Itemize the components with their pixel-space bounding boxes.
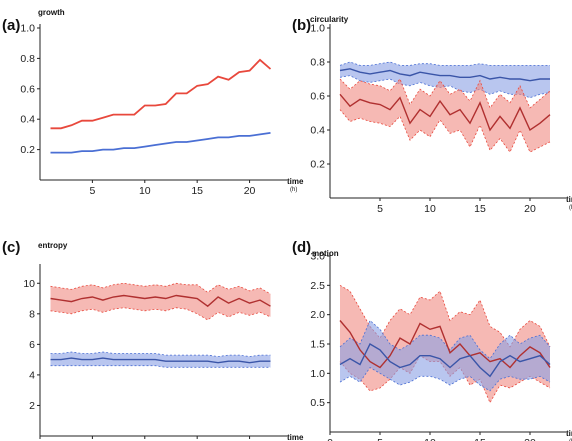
x-axis-unit: (h) xyxy=(569,439,572,441)
panel-label: (d) xyxy=(292,239,311,256)
y-tick-label: 0.4 xyxy=(310,125,325,137)
panel-b: 0.2 0.4 0.6 0.8 1.0 5 10 15 20 (b)circularity time… xyxy=(292,15,572,215)
band-blue xyxy=(340,320,550,391)
band-edge-lower-red xyxy=(339,109,551,153)
series-line-red xyxy=(339,93,551,132)
series-line-blue xyxy=(50,132,271,154)
band-edge-upper-blue xyxy=(339,319,551,360)
y-tick-label: 0.2 xyxy=(20,144,35,156)
series-line-red xyxy=(50,58,272,130)
y-tick-label: 8 xyxy=(29,308,35,320)
y-tick-label: 3.0 xyxy=(310,251,325,263)
x-axis-title: time xyxy=(566,195,572,204)
x-tick-label: 10 xyxy=(424,203,436,215)
y-tick-label: 10 xyxy=(23,278,35,290)
y-tick-label: 2 xyxy=(29,400,35,412)
y-tick-label: 0.6 xyxy=(310,91,325,103)
series-line-blue xyxy=(339,343,551,378)
x-tick-label: 5 xyxy=(89,185,95,197)
x-tick-label: 10 xyxy=(424,437,436,441)
panel-label: (b) xyxy=(292,17,311,34)
x-tick-label: 20 xyxy=(524,437,536,441)
x-axis-unit: (h) xyxy=(569,205,572,211)
y-tick-label: 6 xyxy=(29,339,35,351)
x-tick-label: 5 xyxy=(377,203,383,215)
y-tick-label: 0.6 xyxy=(20,83,35,95)
band-edge-lower-blue xyxy=(50,365,271,368)
panel-label: (a) xyxy=(2,17,20,34)
y-axis-title: growth xyxy=(38,8,65,17)
y-tick-label: 4 xyxy=(29,369,35,381)
band-edge-upper-blue xyxy=(339,61,550,66)
x-axis-title: time xyxy=(566,429,572,438)
y-tick-label: 2.0 xyxy=(310,309,325,321)
x-tick-label: 20 xyxy=(524,203,536,215)
x-tick-label: 20 xyxy=(244,185,256,197)
x-tick-label: 15 xyxy=(474,203,486,215)
x-tick-label: 15 xyxy=(474,437,486,441)
x-axis-unit: (h) xyxy=(290,187,297,193)
band-edge-upper-blue xyxy=(50,351,271,358)
y-tick-label: 1.0 xyxy=(20,23,35,35)
x-tick-label: 0 xyxy=(327,437,333,441)
band-edge-upper-red xyxy=(50,282,271,295)
panel-a: 0.2 0.4 0.6 0.8 1.0 5 10 15 20 (a) growth time(h) xyxy=(2,8,304,197)
panel-label: (c) xyxy=(2,239,20,256)
y-tick-label: 2.5 xyxy=(310,280,325,292)
x-tick-label: 15 xyxy=(191,185,203,197)
series-line-blue xyxy=(339,68,550,82)
x-axis-title: time xyxy=(287,433,304,441)
x-tick-label: 5 xyxy=(377,437,383,441)
y-tick-label: 0.2 xyxy=(310,159,325,171)
y-tick-label: 1.0 xyxy=(310,23,325,35)
band-red xyxy=(340,79,550,153)
band-edge-lower-red xyxy=(50,307,271,321)
x-axis-title: time xyxy=(287,177,304,186)
band-edge-lower-blue xyxy=(339,75,551,99)
series-line-blue xyxy=(50,357,271,364)
y-tick-label: 0.8 xyxy=(20,53,35,65)
band-blue xyxy=(50,352,271,368)
y-axis-title: motion xyxy=(312,249,339,258)
y-tick-label: 0.5 xyxy=(310,397,325,409)
y-tick-label: 1.5 xyxy=(310,339,325,351)
series-line-red xyxy=(339,320,551,369)
y-tick-label: 1.0 xyxy=(310,368,325,380)
band-red xyxy=(50,283,271,320)
y-tick-label: 0.4 xyxy=(20,114,35,126)
series-line-red xyxy=(50,294,271,308)
y-axis-title: circularity xyxy=(310,15,349,24)
panel-d: 0.5 1.0 1.5 2.0 2.5 3.0 0 5 10 15 20 (d)motion time(… xyxy=(292,239,572,441)
x-tick-label: 10 xyxy=(139,185,151,197)
y-tick-label: 0.8 xyxy=(310,57,325,69)
y-axis-title: entropy xyxy=(38,241,68,250)
